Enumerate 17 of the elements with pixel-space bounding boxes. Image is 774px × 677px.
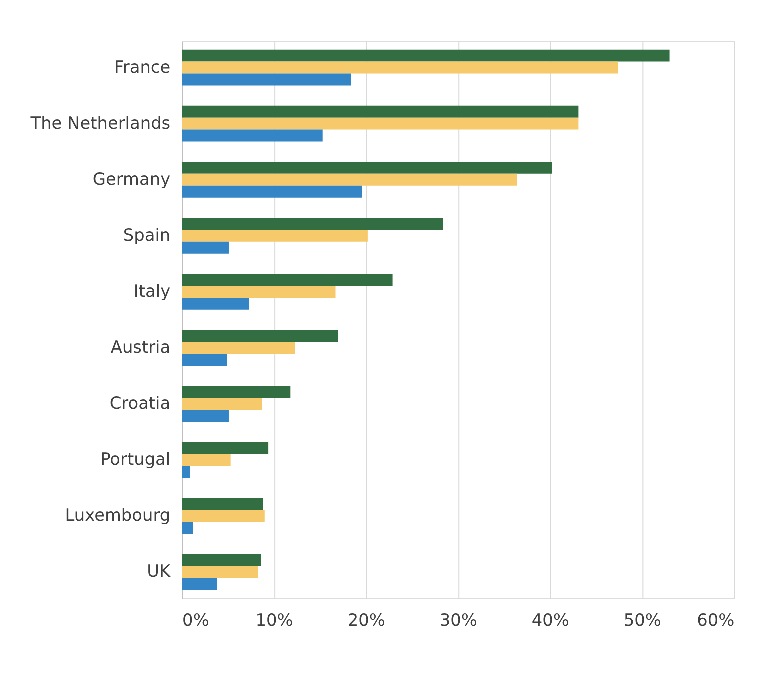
y-tick-label: Portugal [100,449,171,470]
x-tick-label: 30% [440,610,478,630]
x-tick-label: 0% [182,610,210,630]
x-tick-label: 60% [697,610,735,630]
x-tick-label: 40% [532,610,570,630]
y-tick-label: UK [147,561,172,582]
y-tick-label: Germany [92,168,171,189]
y-tick-label: Spain [123,224,171,245]
y-tick-label: Luxembourg [65,505,171,526]
y-tick-label: Croatia [110,393,171,414]
y-tick-label: Austria [110,337,171,357]
y-tick-label: The Netherlands [30,112,171,133]
x-tick-label: 10% [256,610,294,630]
x-tick-label: 50% [624,610,662,630]
x-tick-label: 20% [348,610,386,630]
y-tick-label: France [114,56,171,77]
y-tick-label: Italy [134,280,171,301]
